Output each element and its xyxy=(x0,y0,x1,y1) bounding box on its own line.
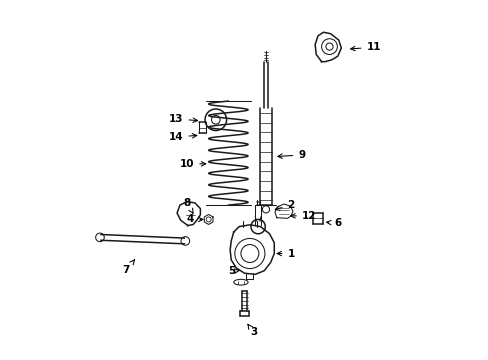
Text: 12: 12 xyxy=(290,211,316,221)
Text: 3: 3 xyxy=(247,324,257,337)
Text: 10: 10 xyxy=(180,159,205,169)
Text: 6: 6 xyxy=(326,218,341,228)
Text: 7: 7 xyxy=(122,260,134,275)
Text: 14: 14 xyxy=(168,132,196,142)
Text: 5: 5 xyxy=(228,266,239,276)
Text: 1: 1 xyxy=(277,248,294,258)
Text: 2: 2 xyxy=(275,200,294,211)
Text: 8: 8 xyxy=(183,198,193,213)
Text: 4: 4 xyxy=(186,215,203,224)
Text: 13: 13 xyxy=(169,114,197,124)
Text: 11: 11 xyxy=(350,42,380,52)
Text: 9: 9 xyxy=(277,150,305,160)
